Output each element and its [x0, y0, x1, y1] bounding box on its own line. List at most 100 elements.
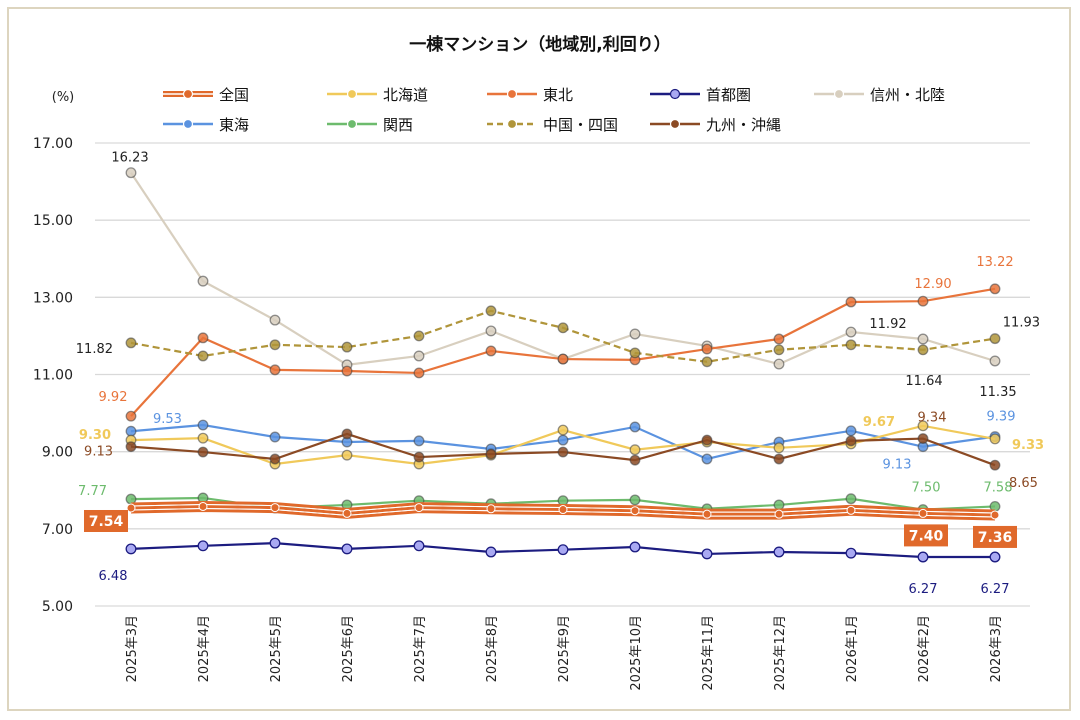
data-point: [485, 448, 497, 460]
legend-label: 九州・沖縄: [706, 116, 781, 134]
legend-item: 首都圏: [650, 86, 751, 104]
data-point: [773, 344, 785, 356]
data-label: 6.27: [909, 582, 938, 597]
data-label-box: [973, 525, 1017, 548]
data-label: 13.22: [976, 255, 1013, 270]
data-point: [557, 322, 569, 334]
y-tick-label: 9.00: [42, 445, 73, 461]
data-point: [197, 350, 209, 362]
series-7: [125, 305, 1001, 368]
series-8: [125, 428, 1001, 471]
data-point: [989, 355, 1001, 367]
series-4: [125, 167, 1001, 371]
chart-frame: [7, 7, 1071, 711]
x-tick-label: 2026年3月: [989, 615, 1004, 682]
data-label: 7.54: [89, 514, 124, 530]
data-label: 9.67: [863, 415, 895, 430]
data-point: [485, 305, 497, 317]
legend-label: 全国: [219, 86, 249, 104]
data-point: [413, 330, 425, 342]
data-point: [845, 296, 857, 308]
data-label: 6.27: [981, 582, 1010, 597]
data-label: 7.40: [909, 528, 944, 544]
x-tick-label: 2025年11月: [701, 615, 716, 691]
series-0: [126, 500, 1000, 521]
data-point: [557, 424, 569, 436]
data-point: [773, 453, 785, 465]
legend-item: 北海道: [327, 86, 428, 104]
data-label: 9.53: [153, 412, 182, 427]
data-point: [989, 551, 1001, 563]
data-point: [125, 410, 137, 422]
data-point: [773, 499, 785, 511]
data-point: [990, 510, 1000, 520]
data-label: 9.33: [1012, 438, 1044, 453]
data-point: [845, 435, 857, 447]
legend-label: 信州・北陸: [870, 86, 945, 104]
data-point: [413, 435, 425, 447]
data-point: [629, 494, 641, 506]
legend-label: 首都圏: [706, 86, 751, 104]
data-point: [917, 551, 929, 563]
data-point: [629, 541, 641, 553]
x-tick-label: 2025年7月: [413, 615, 428, 682]
data-point: [341, 543, 353, 555]
data-label: 7.50: [912, 481, 941, 496]
data-point: [630, 506, 640, 516]
series-2: [125, 283, 1001, 422]
data-label: 9.13: [883, 458, 912, 473]
data-point: [413, 367, 425, 379]
legend-item: 全国: [163, 86, 249, 104]
series-5: [125, 419, 1001, 465]
data-label-box: [84, 509, 128, 532]
data-point: [557, 353, 569, 365]
data-point: [774, 509, 784, 519]
legend-marker: [833, 88, 845, 100]
data-point: [629, 328, 641, 340]
data-point: [773, 333, 785, 345]
x-tick-label: 2025年10月: [629, 615, 644, 691]
y-tick-label: 7.00: [42, 522, 73, 538]
data-point: [197, 332, 209, 344]
data-point: [917, 433, 929, 444]
legend-item: 関西: [327, 116, 413, 134]
data-label: 11.93: [1003, 316, 1040, 331]
data-point: [845, 326, 857, 338]
legend-label: 東北: [543, 86, 573, 104]
data-label: 6.48: [99, 569, 128, 584]
data-point: [701, 453, 713, 465]
data-label: 9.34: [918, 411, 947, 426]
data-point: [341, 449, 353, 461]
data-point: [413, 451, 425, 463]
series-3: [125, 537, 1001, 563]
x-tick-label: 2025年12月: [773, 615, 788, 691]
data-point: [917, 295, 929, 307]
data-point: [269, 314, 281, 326]
data-point: [270, 503, 280, 513]
data-point: [557, 434, 569, 446]
data-point: [413, 350, 425, 362]
data-point: [198, 501, 208, 511]
data-point: [629, 454, 641, 466]
data-point: [701, 548, 713, 560]
data-point: [918, 508, 928, 518]
x-tick-label: 2025年3月: [125, 615, 140, 682]
data-point: [125, 167, 137, 179]
legend-item: 信州・北陸: [814, 86, 945, 104]
legend-marker: [669, 118, 681, 130]
data-point: [341, 365, 353, 377]
data-label: 8.65: [1009, 476, 1038, 491]
data-point: [269, 339, 281, 351]
legend-label: 関西: [383, 116, 413, 134]
data-point: [917, 420, 929, 432]
data-point: [989, 433, 1001, 445]
legend-marker: [346, 118, 358, 130]
legend-label: 北海道: [383, 86, 428, 104]
data-point: [845, 339, 857, 351]
series-line: [130, 287, 996, 417]
data-point: [557, 544, 569, 556]
data-point: [846, 505, 856, 515]
data-point: [989, 459, 1001, 471]
data-point: [269, 364, 281, 376]
